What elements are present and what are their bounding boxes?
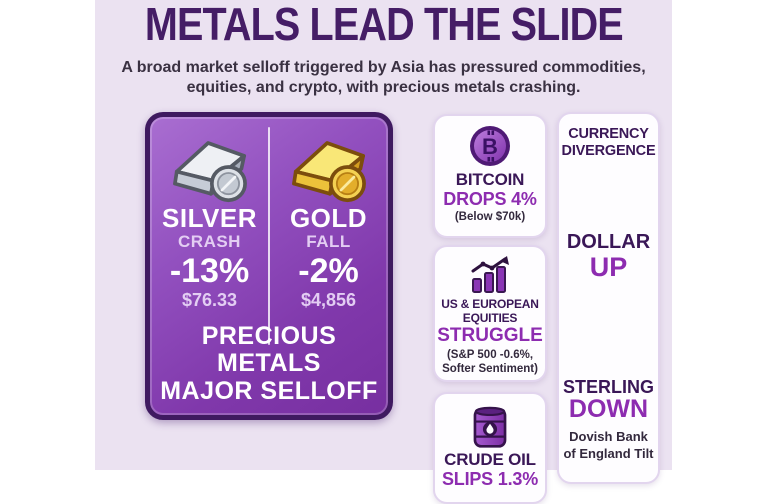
equities-note-line-1: (S&P 500 -0.6%, [446,349,534,362]
subtitle-line-2: equities, and crypto, with precious meta… [186,78,581,96]
silver-ingot-icon [162,131,258,205]
equities-highlight: STRUGGLE [437,325,543,347]
page-title: METALS LEAD THE SLIDE [95,1,672,47]
sterling-note: Dovish Bank of England Tilt [563,429,653,462]
gold-ingot-icon [281,131,377,205]
bitcoin-note: (Below $70k) [454,211,526,224]
oil-barrel-icon [470,403,510,449]
panel-footer-line-2: MAJOR SELLOFF [160,376,378,405]
gold-action-label: FALL [306,232,351,252]
subtitle-line-1: A broad market selloff triggered by Asia… [121,59,646,76]
silver-label: SILVER [162,203,257,233]
silver-change-value: -13% [169,251,250,290]
currency-card-title: CURRENCY DIVERGENCE [562,126,656,160]
bar-chart-up-icon [467,255,513,293]
equities-card: US & EUROPEAN EQUITIES STRUGGLE (S&P 500… [433,245,547,382]
currency-title-line-2: DIVERGENCE [561,143,656,160]
page-title-text: METALS LEAD THE SLIDE [144,0,624,50]
crude-oil-card: CRUDE OIL SLIPS 1.3% [433,392,547,504]
bitcoin-card: B BITCOIN DROPS 4% (Below $70k) [433,114,547,238]
equities-title: US & EUROPEAN EQUITIES [441,297,539,326]
panel-footer-line-1: PRECIOUS METALS [201,321,337,377]
currency-divergence-card: CURRENCY DIVERGENCE DOLLAR UP STERLING D… [557,112,660,484]
equities-note-line-2: Softer Sentiment) [442,363,538,375]
dollar-direction: UP [589,252,628,283]
gold-price-value: $4,856 [300,289,357,310]
infographic-canvas: { "page": { "title": "METALS LEAD THE SL… [95,0,672,504]
bitcoin-title: BITCOIN [455,170,525,189]
panel-footer: PRECIOUS METALS MAJOR SELLOFF [150,321,388,406]
precious-metals-panel: SILVER CRASH -13% $76.33 GOLD FALL -2% $… [145,112,393,420]
bitcoin-coin-icon: B [468,124,512,168]
page-subtitle: A broad market selloff triggered by Asia… [95,58,672,97]
sterling-note-line-1: Dovish Bank [569,429,648,445]
sterling-label: STERLING [562,376,654,397]
currency-title-line-1: CURRENCY [568,126,649,142]
equities-title-line-1: US & EUROPEAN [441,297,539,311]
sterling-direction: DOWN [568,395,649,424]
gold-label: GOLD [289,203,368,233]
equities-title-line-2: EQUITIES [462,311,518,326]
panel-divider [268,127,270,345]
gold-change-value: -2% [298,251,359,290]
silver-action-label: CRASH [178,232,241,252]
silver-column: SILVER CRASH -13% $76.33 [150,117,269,339]
crude-oil-title: CRUDE OIL [444,450,536,469]
equities-note: (S&P 500 -0.6%, Softer Sentiment) [442,349,538,377]
silver-price-value: $76.33 [181,289,238,310]
svg-text:B: B [482,134,498,159]
sterling-note-line-2: of England Tilt [563,445,654,461]
dollar-label: DOLLAR [566,231,651,254]
gold-column: GOLD FALL -2% $4,856 [269,117,388,339]
metals-columns: SILVER CRASH -13% $76.33 GOLD FALL -2% $… [150,117,388,339]
bitcoin-highlight: DROPS 4% [443,188,537,209]
crude-oil-highlight: SLIPS 1.3% [441,468,539,489]
